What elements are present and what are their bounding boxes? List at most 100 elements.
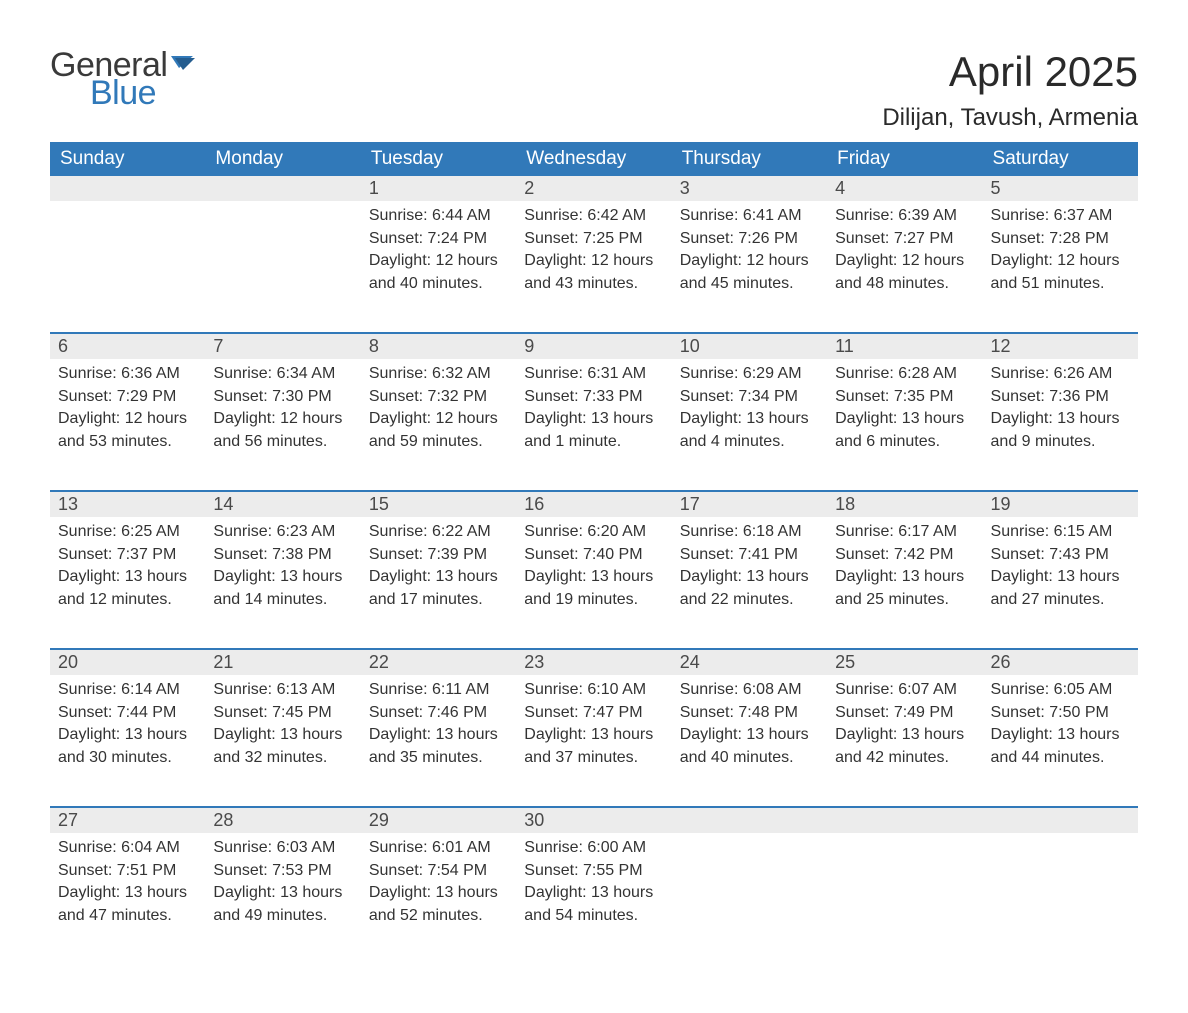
day-d1: Daylight: 12 hours [213, 408, 352, 430]
day-body-cell: Sunrise: 6:15 AMSunset: 7:43 PMDaylight:… [983, 517, 1138, 649]
day-sunrise: Sunrise: 6:42 AM [524, 205, 663, 227]
day-body-cell: Sunrise: 6:36 AMSunset: 7:29 PMDaylight:… [50, 359, 205, 491]
day-number-cell: 7 [205, 333, 360, 359]
weekday-header: Saturday [983, 142, 1138, 176]
day-number-cell: 23 [516, 649, 671, 675]
day-d1: Daylight: 12 hours [369, 250, 508, 272]
day-d2: and 35 minutes. [369, 747, 508, 769]
day-number-cell: 15 [361, 491, 516, 517]
day-d1: Daylight: 13 hours [369, 882, 508, 904]
day-sunset: Sunset: 7:37 PM [58, 544, 197, 566]
weekday-header: Sunday [50, 142, 205, 176]
day-d1: Daylight: 12 hours [835, 250, 974, 272]
weekday-header: Tuesday [361, 142, 516, 176]
day-d1: Daylight: 13 hours [524, 566, 663, 588]
day-d1: Daylight: 13 hours [213, 566, 352, 588]
day-number-cell: 27 [50, 807, 205, 833]
day-number-cell: 11 [827, 333, 982, 359]
day-sunrise: Sunrise: 6:18 AM [680, 521, 819, 543]
weekday-header: Monday [205, 142, 360, 176]
day-sunset: Sunset: 7:40 PM [524, 544, 663, 566]
day-number-cell: 21 [205, 649, 360, 675]
day-d2: and 27 minutes. [991, 589, 1130, 611]
day-sunrise: Sunrise: 6:29 AM [680, 363, 819, 385]
day-d1: Daylight: 13 hours [680, 724, 819, 746]
day-number-cell: 9 [516, 333, 671, 359]
day-d2: and 22 minutes. [680, 589, 819, 611]
day-d1: Daylight: 13 hours [835, 566, 974, 588]
day-sunset: Sunset: 7:30 PM [213, 386, 352, 408]
day-d2: and 48 minutes. [835, 273, 974, 295]
day-sunset: Sunset: 7:36 PM [991, 386, 1130, 408]
day-d1: Daylight: 13 hours [680, 566, 819, 588]
day-d1: Daylight: 13 hours [991, 724, 1130, 746]
brand-logo: General Blue [50, 48, 199, 110]
day-d1: Daylight: 13 hours [991, 566, 1130, 588]
day-sunrise: Sunrise: 6:07 AM [835, 679, 974, 701]
day-d2: and 4 minutes. [680, 431, 819, 453]
day-sunset: Sunset: 7:54 PM [369, 860, 508, 882]
day-sunset: Sunset: 7:50 PM [991, 702, 1130, 724]
day-body-cell: Sunrise: 6:10 AMSunset: 7:47 PMDaylight:… [516, 675, 671, 807]
day-d2: and 56 minutes. [213, 431, 352, 453]
day-body-cell: Sunrise: 6:05 AMSunset: 7:50 PMDaylight:… [983, 675, 1138, 807]
day-body-cell [205, 201, 360, 333]
title-block: April 2025 Dilijan, Tavush, Armenia [882, 48, 1138, 132]
day-sunrise: Sunrise: 6:15 AM [991, 521, 1130, 543]
day-d1: Daylight: 13 hours [369, 566, 508, 588]
day-d2: and 14 minutes. [213, 589, 352, 611]
day-sunset: Sunset: 7:46 PM [369, 702, 508, 724]
day-sunset: Sunset: 7:45 PM [213, 702, 352, 724]
weekday-header: Wednesday [516, 142, 671, 176]
day-d2: and 51 minutes. [991, 273, 1130, 295]
day-body-cell: Sunrise: 6:03 AMSunset: 7:53 PMDaylight:… [205, 833, 360, 965]
day-body-cell: Sunrise: 6:11 AMSunset: 7:46 PMDaylight:… [361, 675, 516, 807]
day-body-cell: Sunrise: 6:00 AMSunset: 7:55 PMDaylight:… [516, 833, 671, 965]
day-body-cell: Sunrise: 6:13 AMSunset: 7:45 PMDaylight:… [205, 675, 360, 807]
day-number-cell: 24 [672, 649, 827, 675]
day-d2: and 54 minutes. [524, 905, 663, 927]
weekday-header-row: Sunday Monday Tuesday Wednesday Thursday… [50, 142, 1138, 176]
day-number-cell [50, 176, 205, 201]
day-sunset: Sunset: 7:33 PM [524, 386, 663, 408]
day-sunrise: Sunrise: 6:17 AM [835, 521, 974, 543]
day-number-cell: 6 [50, 333, 205, 359]
day-body-cell: Sunrise: 6:44 AMSunset: 7:24 PMDaylight:… [361, 201, 516, 333]
day-d1: Daylight: 13 hours [369, 724, 508, 746]
daybody-row: Sunrise: 6:14 AMSunset: 7:44 PMDaylight:… [50, 675, 1138, 807]
day-sunrise: Sunrise: 6:13 AM [213, 679, 352, 701]
day-d2: and 17 minutes. [369, 589, 508, 611]
day-d2: and 43 minutes. [524, 273, 663, 295]
day-d2: and 6 minutes. [835, 431, 974, 453]
day-d1: Daylight: 13 hours [835, 408, 974, 430]
day-number-cell [672, 807, 827, 833]
daynum-row: 20212223242526 [50, 649, 1138, 675]
day-sunset: Sunset: 7:53 PM [213, 860, 352, 882]
day-sunrise: Sunrise: 6:04 AM [58, 837, 197, 859]
day-sunrise: Sunrise: 6:01 AM [369, 837, 508, 859]
day-d2: and 49 minutes. [213, 905, 352, 927]
day-sunrise: Sunrise: 6:20 AM [524, 521, 663, 543]
day-d2: and 1 minute. [524, 431, 663, 453]
day-sunrise: Sunrise: 6:41 AM [680, 205, 819, 227]
day-number-cell: 10 [672, 333, 827, 359]
day-sunrise: Sunrise: 6:00 AM [524, 837, 663, 859]
day-number-cell: 2 [516, 176, 671, 201]
day-number-cell: 16 [516, 491, 671, 517]
day-sunset: Sunset: 7:44 PM [58, 702, 197, 724]
day-d1: Daylight: 13 hours [524, 408, 663, 430]
day-sunset: Sunset: 7:47 PM [524, 702, 663, 724]
weekday-header: Thursday [672, 142, 827, 176]
day-d2: and 53 minutes. [58, 431, 197, 453]
day-d1: Daylight: 12 hours [369, 408, 508, 430]
day-number-cell: 3 [672, 176, 827, 201]
day-sunrise: Sunrise: 6:32 AM [369, 363, 508, 385]
day-body-cell [983, 833, 1138, 965]
day-body-cell: Sunrise: 6:07 AMSunset: 7:49 PMDaylight:… [827, 675, 982, 807]
daybody-row: Sunrise: 6:25 AMSunset: 7:37 PMDaylight:… [50, 517, 1138, 649]
day-sunset: Sunset: 7:34 PM [680, 386, 819, 408]
day-sunset: Sunset: 7:51 PM [58, 860, 197, 882]
day-number-cell: 17 [672, 491, 827, 517]
daybody-row: Sunrise: 6:04 AMSunset: 7:51 PM Daylight:… [50, 833, 1138, 965]
day-body-cell: Sunrise: 6:28 AMSunset: 7:35 PMDaylight:… [827, 359, 982, 491]
